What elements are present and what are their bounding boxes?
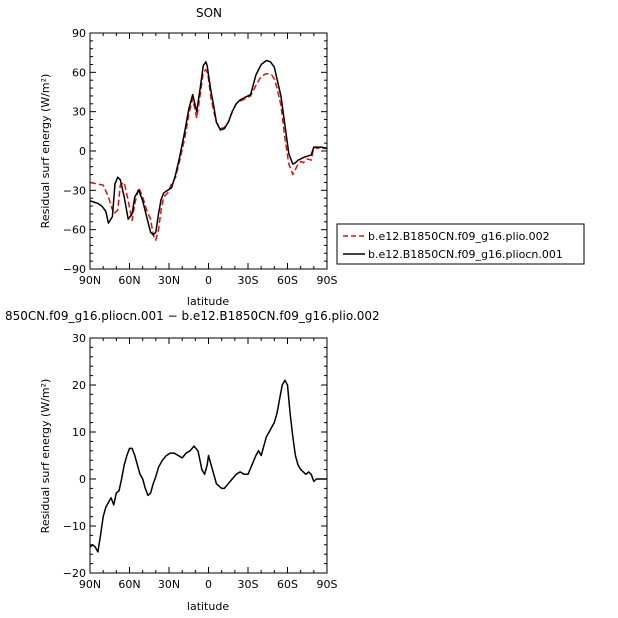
bottom-plot-frame — [89, 337, 328, 574]
top-series-line-1 — [89, 59, 328, 236]
bottom-ytick-label: 30 — [72, 332, 86, 345]
bottom-xtick-label: 0 — [205, 578, 212, 591]
top-ytick-label: 30 — [72, 106, 86, 119]
top-xtick-label: 90N — [79, 274, 101, 287]
bottom-panel: 850CN.f09_g16.pliocn.001 − b.e12.B1850CN… — [5, 309, 380, 613]
top-xtick-label: 60S — [277, 274, 298, 287]
top-xtick-label: 0 — [205, 274, 212, 287]
top-ytick-label: −60 — [63, 224, 86, 237]
top-xtick-label: 90S — [317, 274, 338, 287]
bottom-xtick-label: 90N — [79, 578, 101, 591]
top-ytick-label: 60 — [72, 66, 86, 79]
bottom-ytick-label: −10 — [63, 520, 86, 533]
bottom-xlabel: latitude — [187, 600, 229, 613]
bottom-series-line-0 — [89, 379, 327, 553]
top-series-lines — [89, 59, 328, 241]
top-xtick-label: 60N — [118, 274, 140, 287]
bottom-series-lines — [89, 379, 327, 553]
bottom-xtick-label: 30S — [238, 578, 259, 591]
top-xtick-label: 30N — [158, 274, 180, 287]
bottom-ytick-label: 20 — [72, 379, 86, 392]
top-ytick-label: −90 — [63, 263, 86, 276]
bottom-ytick-label: −20 — [63, 567, 86, 580]
top-plot-frame — [89, 32, 328, 270]
top-xtick-label: 30S — [238, 274, 259, 287]
top-series-line-0 — [89, 68, 327, 241]
bottom-chart-title: 850CN.f09_g16.pliocn.001 − b.e12.B1850CN… — [5, 309, 380, 323]
top-chart-title: SON — [196, 6, 222, 20]
top-xlabel: latitude — [187, 295, 229, 308]
legend: b.e12.B1850CN.f09_g16.plio.002 b.e12.B18… — [336, 223, 585, 265]
bottom-xtick-label: 60S — [277, 578, 298, 591]
top-ylabel: Residual surf energy (W/m²) — [39, 74, 52, 229]
top-panel: SON 90N 60N 30N 0 30S 60S 90S9060300−30−60−90 … — [39, 6, 338, 308]
bottom-ytick-label: 0 — [79, 473, 86, 486]
legend-entry-pliocn: b.e12.B1850CN.f09_g16.pliocn.001 — [368, 248, 563, 261]
bottom-xtick-label: 60N — [118, 578, 140, 591]
top-ytick-label: −30 — [63, 184, 86, 197]
bottom-xtick-label: 90S — [317, 578, 338, 591]
top-ytick-label: 90 — [72, 27, 86, 40]
bottom-ytick-label: 10 — [72, 426, 86, 439]
legend-box — [336, 223, 585, 265]
bottom-ylabel: Residual surf energy (W/m²) — [39, 379, 52, 534]
top-ytick-label: 0 — [79, 145, 86, 158]
bottom-xtick-label: 30N — [158, 578, 180, 591]
legend-entry-plio: b.e12.B1850CN.f09_g16.plio.002 — [368, 230, 550, 243]
top-ticks: 90N 60N 30N 0 30S 60S 90S 90 60 30 0 −30 −60 −90 — [63, 27, 338, 287]
